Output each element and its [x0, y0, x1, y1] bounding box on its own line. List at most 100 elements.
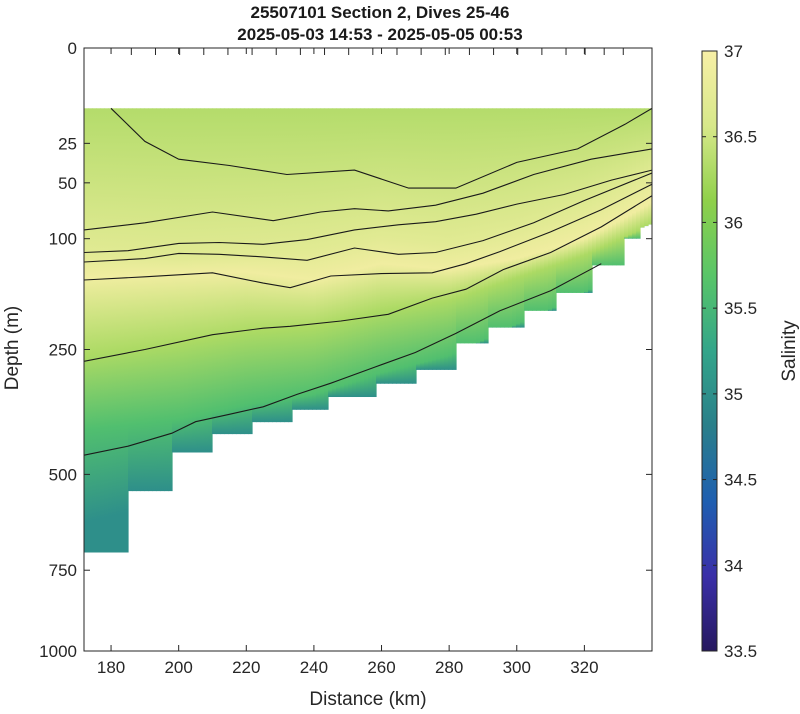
- field-column: [520, 108, 525, 328]
- field-column: [132, 108, 137, 492]
- field-column: [356, 108, 361, 398]
- field-column: [160, 108, 165, 492]
- contour-line-3: [84, 169, 652, 254]
- field-column: [248, 108, 253, 435]
- field-column: [400, 108, 405, 384]
- field-column: [420, 108, 425, 370]
- field-column: [360, 108, 365, 398]
- field-column: [84, 108, 89, 553]
- x-tick-label: 240: [300, 658, 328, 677]
- field-column: [328, 108, 333, 398]
- field-column: [500, 108, 505, 328]
- field-column: [120, 108, 125, 553]
- x-axis-label: Distance (km): [309, 689, 426, 710]
- field-column: [572, 108, 577, 293]
- field-column: [92, 108, 97, 553]
- field-column: [524, 108, 529, 311]
- colorbar-tick-label: 36: [724, 213, 743, 232]
- x-tick-label: 320: [570, 658, 598, 677]
- field-column: [372, 108, 377, 398]
- field-column: [548, 108, 553, 311]
- y-tick-label: 750: [49, 561, 77, 580]
- field-column: [108, 108, 113, 553]
- field-column: [324, 108, 329, 410]
- field-column: [116, 108, 121, 553]
- field-column: [368, 108, 373, 398]
- field-column: [640, 108, 645, 228]
- contour-line-5: [84, 183, 652, 289]
- field-column: [592, 108, 597, 266]
- field-column: [332, 108, 337, 398]
- x-tick-label: 280: [435, 658, 463, 677]
- field-column: [288, 108, 293, 423]
- field-column: [456, 108, 461, 344]
- field-column: [100, 108, 105, 553]
- field-column: [152, 108, 157, 492]
- field-column: [632, 108, 637, 239]
- field-column: [236, 108, 241, 435]
- field-column: [244, 108, 249, 435]
- contour-line-2: [84, 148, 652, 231]
- field-column: [584, 108, 589, 293]
- field-column: [564, 108, 569, 293]
- field-column: [412, 108, 417, 384]
- field-column: [88, 108, 93, 553]
- field-column: [568, 108, 573, 293]
- field-column: [208, 108, 213, 453]
- y-tick-label: 500: [49, 465, 77, 484]
- field-column: [448, 108, 453, 370]
- field-column: [192, 108, 197, 453]
- field-column: [580, 108, 585, 293]
- y-tick-label: 50: [58, 174, 77, 193]
- contour-lines: [84, 107, 652, 456]
- field-column: [388, 108, 393, 384]
- field-column: [104, 108, 109, 553]
- field-column: [196, 108, 201, 453]
- field-column: [480, 108, 485, 344]
- field-column: [212, 108, 217, 435]
- field-column: [468, 108, 473, 344]
- field-column: [384, 108, 389, 384]
- field-column: [96, 108, 101, 553]
- field-column: [228, 108, 233, 435]
- field-column: [464, 108, 469, 344]
- field-column: [252, 108, 257, 423]
- field-column: [512, 108, 517, 328]
- top-dive-ticks: [130, 48, 624, 55]
- field-column: [200, 108, 205, 453]
- field-column: [136, 108, 141, 492]
- field-column: [416, 108, 421, 370]
- field-column: [224, 108, 229, 435]
- field-column: [492, 108, 497, 328]
- x-tick-label: 200: [164, 658, 192, 677]
- field-column: [488, 108, 493, 328]
- field-column: [532, 108, 537, 311]
- colorbar-tick-label: 34: [724, 556, 743, 575]
- y-tick-label: 250: [49, 341, 77, 360]
- field-column: [304, 108, 309, 410]
- field-column: [380, 108, 385, 384]
- colorbar-ticks: 33.5 34 34.5 35 35.5 36 36.5 37: [702, 42, 757, 661]
- plot-area: 180 200 220 240 260 280 300 320 0 25 50 100 250 500 7…: [39, 39, 653, 677]
- field-column: [320, 108, 325, 410]
- field-column: [264, 108, 269, 423]
- field-column: [128, 108, 133, 492]
- field-column: [168, 108, 173, 492]
- field-column: [408, 108, 413, 384]
- field-column: [256, 108, 261, 423]
- field-column: [552, 108, 557, 311]
- field-column: [300, 108, 305, 410]
- field-column: [216, 108, 221, 435]
- field-column: [272, 108, 277, 423]
- field-column: [628, 108, 633, 239]
- contour-line-1: [110, 107, 652, 189]
- field-column: [436, 108, 441, 370]
- field-column: [268, 108, 273, 423]
- field-column: [604, 108, 609, 266]
- field-column: [172, 108, 177, 453]
- field-column: [648, 108, 652, 225]
- field-column: [432, 108, 437, 370]
- field-column: [140, 108, 145, 492]
- field-column: [528, 108, 533, 311]
